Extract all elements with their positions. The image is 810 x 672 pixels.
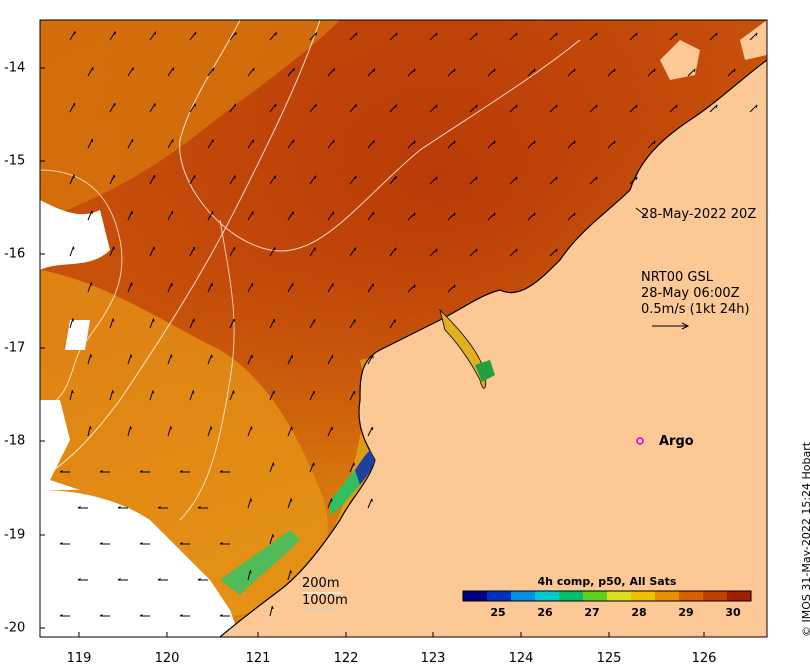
colorbar-tick: 29 <box>678 606 694 619</box>
x-tick-label: 126 <box>691 651 717 666</box>
current-vector-head <box>290 570 292 574</box>
x-tick-label: 122 <box>333 651 359 666</box>
imos-credit: © IMOS 31-May-2022 15:24 Hobart <box>800 441 810 637</box>
colorbar-swatch <box>487 591 512 601</box>
current-vector-head <box>395 176 397 180</box>
current-vector-head <box>272 534 274 538</box>
current-vector-head <box>250 498 253 502</box>
colorbar-swatch <box>463 591 488 601</box>
colorbar-tick: 25 <box>490 606 506 619</box>
x-tick-label: 125 <box>596 651 622 666</box>
current-vector-head <box>315 104 317 108</box>
y-tick-label: -16 <box>4 246 26 262</box>
current-vector-head <box>395 104 398 108</box>
map-canvas <box>40 20 767 637</box>
current-model-time: 28-May 06:00Z <box>641 286 740 301</box>
colorbar-title: 4h comp, p50, All Sats <box>537 575 677 588</box>
y-tick-label: -14 <box>4 60 26 76</box>
current-model-name: NRT00 GSL <box>641 270 713 285</box>
colorbar-tick: 30 <box>725 606 741 619</box>
current-vector-head <box>72 318 75 322</box>
current-vector-head <box>130 426 132 430</box>
y-tick-label: -18 <box>4 433 26 449</box>
colorbar-swatch <box>655 591 680 601</box>
contour-1000m-label: 1000m <box>302 593 348 608</box>
x-tick-label: 123 <box>420 651 446 666</box>
x-tick-label: 124 <box>508 651 534 666</box>
x-tick-label: 119 <box>66 651 92 666</box>
y-tick-label: -19 <box>4 527 26 543</box>
x-tick-label: 121 <box>245 651 271 666</box>
colorbar-tick: 26 <box>537 606 553 619</box>
colorbar-swatch <box>727 591 752 601</box>
colorbar-swatch <box>703 591 728 601</box>
current-vector-head <box>210 426 213 430</box>
current-scale-label: 0.5m/s (1kt 24h) <box>641 302 750 317</box>
y-tick-label: -20 <box>4 620 26 636</box>
current-vector-head <box>170 426 172 430</box>
colorbar-swatch <box>559 591 584 601</box>
contour-200m-label: 200m <box>302 576 340 591</box>
current-vector-head <box>152 390 155 394</box>
current-vector-head <box>90 354 92 358</box>
sst-map[interactable] <box>40 20 767 637</box>
current-vector-head <box>315 32 318 36</box>
current-vector-head <box>355 104 357 108</box>
colorbar-swatch <box>679 591 704 601</box>
current-vector-head <box>293 68 295 72</box>
colorbar-swatch <box>535 591 560 601</box>
colorbar <box>462 590 752 602</box>
y-tick-label: -17 <box>4 340 26 356</box>
colorbar-tick: 27 <box>584 606 600 619</box>
y-tick-label: -15 <box>4 153 26 169</box>
current-vector-head <box>333 68 336 72</box>
colorbar-swatch <box>511 591 536 601</box>
colorbar-swatch <box>583 591 608 601</box>
colorbar-tick: 28 <box>631 606 647 619</box>
x-tick-label: 120 <box>154 651 180 666</box>
colorbar-swatch <box>631 591 656 601</box>
argo-label: Argo <box>659 434 694 449</box>
current-vector-head <box>373 140 375 144</box>
current-vector-head <box>112 390 114 394</box>
colorbar-swatch <box>607 591 632 601</box>
current-vector-head <box>112 318 115 322</box>
timestamp-label: 28-May-2022 20Z <box>641 207 757 222</box>
current-vector-head <box>275 32 277 36</box>
current-vector-head <box>130 354 133 358</box>
